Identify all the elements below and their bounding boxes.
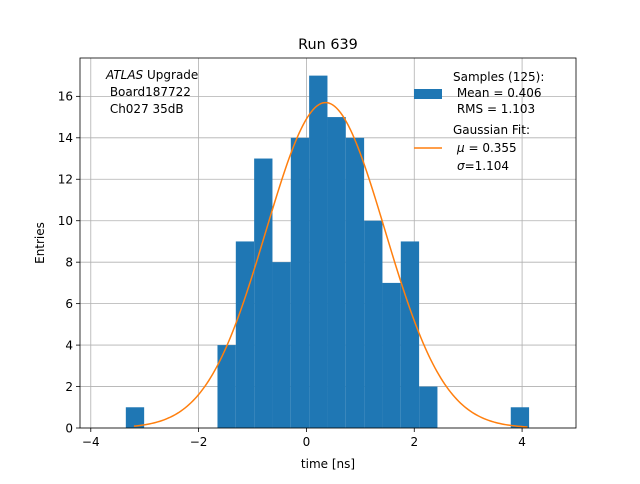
legend-sigma-symbol: σ [457,159,465,173]
svg-text:ATLAS Upgrade: ATLAS Upgrade [105,68,198,82]
chart-title: Run 639 [298,37,358,53]
y-tick-label: 12 [58,173,73,187]
axis-ticks: −4 −2 0 2 4 0 2 4 6 8 10 12 14 16 [58,90,526,449]
legend-fit-label: Gaussian Fit: [453,123,530,137]
legend-mu-value: = 0.355 [465,141,517,155]
y-tick-label: 16 [58,90,73,104]
annotation-board: Board187722 [106,85,191,99]
histogram-bar [345,137,365,428]
legend-rms-label: RMS = 1.103 [453,102,535,116]
annotation-experiment: ATLAS [105,68,144,82]
histogram-bar [510,407,530,428]
svg-text:σ=1.104: σ=1.104 [457,159,509,173]
x-tick-label: −2 [190,435,208,449]
y-tick-label: 0 [65,421,73,435]
y-tick-label: 10 [58,214,73,228]
histogram-bar [235,241,255,428]
y-axis-label: Entries [33,222,47,264]
detector-annotation: ATLAS Upgrade Board187722 Ch027 35dB [105,68,198,116]
y-tick-label: 8 [65,255,73,269]
legend-mu-symbol: μ [456,141,465,155]
x-axis-label: time [ns] [301,457,355,471]
legend: Samples (125): Mean = 0.406 RMS = 1.103 … [414,70,544,173]
histogram-bars [125,75,530,429]
histogram-bar [272,262,291,428]
annotation-channel: Ch027 35dB [106,102,184,116]
legend-sigma-value: =1.104 [465,159,509,173]
y-tick-label: 4 [65,338,73,352]
histogram-bar [419,386,438,428]
x-tick-label: 2 [410,435,418,449]
plot-frame [79,57,577,429]
histogram-bar [364,220,383,428]
svg-text:μ = 0.355: μ = 0.355 [456,141,517,155]
annotation-upgrade: Upgrade [143,68,198,82]
histogram-bar [254,158,273,428]
x-tick-label: −4 [82,435,100,449]
legend-samples-swatch [414,89,442,99]
histogram-bar [290,137,310,428]
gaussian-fit-curve [133,101,528,428]
histogram-bar [125,407,145,428]
histogram-bar [217,345,236,428]
y-tick-label: 2 [65,380,73,394]
histogram-bar [382,282,401,428]
x-tick-label: 0 [303,435,311,449]
histogram-bar [400,241,420,428]
legend-samples-label: Samples (125): [453,70,544,84]
histogram-bar [327,117,346,429]
y-tick-label: 6 [65,297,73,311]
legend-mean-label: Mean = 0.406 [453,86,542,100]
y-tick-label: 14 [58,131,73,145]
histogram-bar [309,75,328,428]
x-tick-label: 4 [518,435,526,449]
